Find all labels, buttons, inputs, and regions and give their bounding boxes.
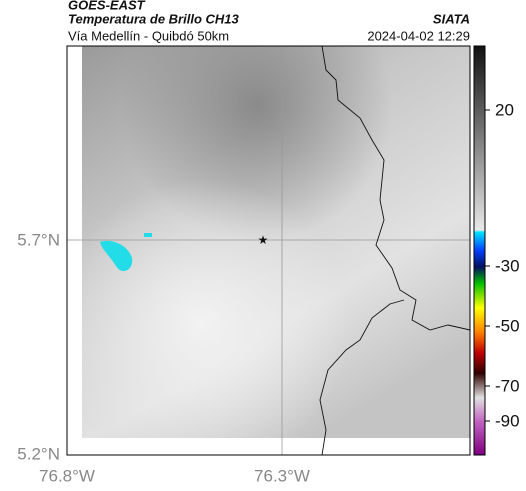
colorbar-scale: [473, 45, 486, 456]
border: [319, 45, 471, 456]
timestamp: 2024-04-02 12:29: [367, 28, 470, 43]
colorbar-label: 20: [495, 100, 514, 119]
cold-cloud: [144, 233, 152, 237]
route-label: Vía Medellín - Quibdó 50km: [68, 28, 229, 43]
lon-label: 76.8°W: [39, 466, 95, 485]
cold-cloud: [100, 240, 133, 272]
colorbar-label: -30: [495, 256, 520, 275]
lat-label: 5.7°N: [17, 230, 60, 249]
product-title: Temperatura de Brillo CH13: [68, 11, 240, 26]
colorbar-label: -50: [495, 316, 520, 335]
lat-label: 5.2°N: [17, 444, 60, 463]
colorbar-label: -70: [495, 376, 520, 395]
colorbar-label: -90: [495, 411, 520, 430]
map-frame: [66, 45, 471, 456]
org-label: SIATA: [433, 11, 470, 26]
clear-area: [82, 150, 382, 438]
source-title: GOES-EAST: [68, 0, 146, 12]
map-area: ★: [66, 45, 471, 456]
colorbar: 20 -30 -50 -70 -90: [473, 45, 520, 456]
location-marker: ★: [258, 233, 269, 247]
lon-label: 76.3°W: [254, 466, 310, 485]
